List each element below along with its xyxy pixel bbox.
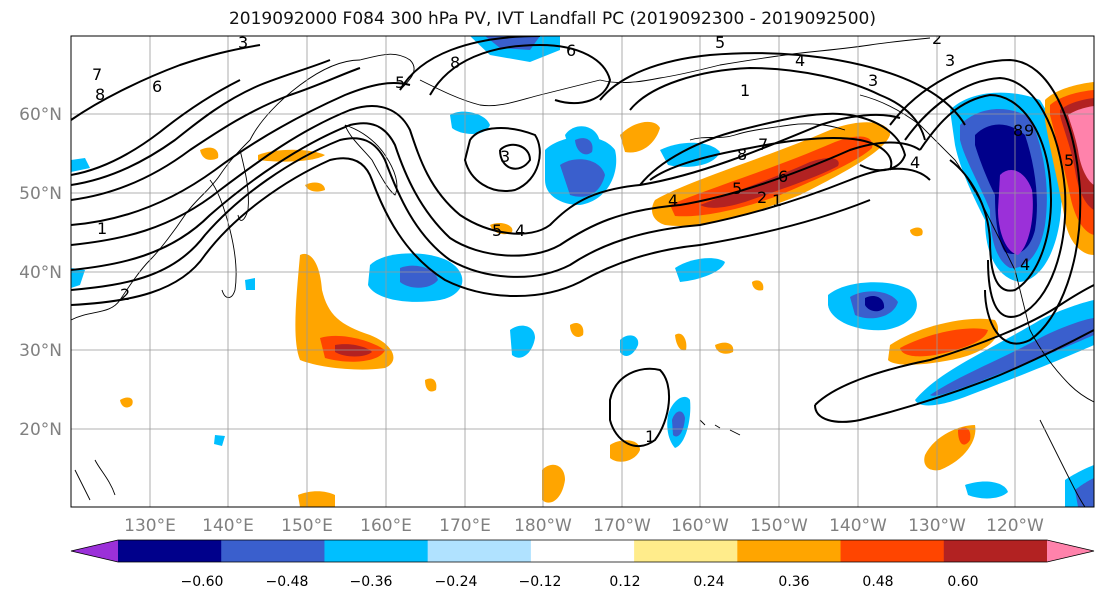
- colorbar-segment: [324, 540, 429, 562]
- contour-label: 8: [450, 53, 460, 72]
- contour-label: 4: [795, 51, 805, 70]
- lon-label: 120°W: [986, 516, 1044, 536]
- contour-label: 3: [945, 51, 955, 70]
- colorbar-tick-label: 0.12: [609, 574, 640, 590]
- lon-label: 130°E: [124, 516, 176, 536]
- colorbar-tick-label: −0.48: [266, 574, 309, 590]
- contour-label: 1: [772, 191, 782, 210]
- contour-label: 8: [737, 145, 747, 164]
- map-frame: [70, 35, 1095, 508]
- colorbar-segment: [221, 540, 325, 562]
- colorbar-segment: [943, 540, 1048, 562]
- contour-label: 5: [1064, 151, 1074, 170]
- latitude-labels: 60°N 50°N 40°N 30°N 20°N: [19, 105, 62, 440]
- lat-label: 60°N: [19, 105, 62, 125]
- colorbar-segment: [118, 540, 222, 562]
- contour-label: 5: [732, 179, 742, 198]
- colorbar-tick-label: −0.12: [519, 574, 562, 590]
- contour-label: 1: [740, 81, 750, 100]
- lat-label: 20°N: [19, 420, 62, 440]
- contour-label: 3: [868, 71, 878, 90]
- colorbar-tick-label: 0.60: [947, 574, 978, 590]
- colorbar-segment: [1047, 540, 1094, 562]
- contour-label: 6: [566, 41, 576, 60]
- contour-label: 5: [395, 73, 405, 92]
- contour-label: 3: [238, 33, 248, 52]
- colorbar-segment: [634, 540, 738, 562]
- colorbar-segment: [737, 540, 842, 562]
- contour-label: 7: [92, 65, 102, 84]
- contour-label: 2: [757, 188, 767, 207]
- contour-label: 5: [715, 33, 725, 52]
- lon-label: 150°W: [750, 516, 808, 536]
- colorbar-tick-label: −0.60: [181, 574, 224, 590]
- lat-label: 50°N: [19, 184, 62, 204]
- lon-label: 170°W: [593, 516, 651, 536]
- colorbar-outline: [70, 539, 1095, 563]
- lon-label: 180°W: [514, 516, 572, 536]
- pv-contours: [71, 36, 1094, 447]
- contour-label: 2: [932, 29, 942, 48]
- colorbar-segment: [530, 540, 635, 562]
- lon-label: 150°E: [281, 516, 333, 536]
- colorbar: [70, 539, 1095, 563]
- lon-label: 140°W: [829, 516, 887, 536]
- contour-label: 5: [492, 221, 502, 240]
- coastlines: [71, 37, 1094, 507]
- lon-label: 130°W: [908, 516, 966, 536]
- map-title: 2019092000 F084 300 hPa PV, IVT Landfall…: [228, 9, 876, 29]
- contour-label: 9: [1024, 121, 1034, 140]
- contour-label: 1: [645, 427, 655, 446]
- contour-labels: 3 6 5 4 3 2 1 8 7 6 8 5 4 1 3 5 4 3 8 7 …: [92, 29, 1074, 446]
- colorbar-tick-label: −0.24: [435, 574, 478, 590]
- colorbar-segment: [427, 540, 532, 562]
- longitude-labels: 130°E 140°E 150°E 160°E 170°E 180°W 170°…: [124, 516, 1044, 536]
- lat-label: 40°N: [19, 263, 62, 283]
- colorbar-tick-label: 0.48: [862, 574, 893, 590]
- graticule: [71, 36, 1094, 507]
- contour-label: 4: [910, 153, 920, 172]
- map-plot-area: 3 6 5 4 3 2 1 8 7 6 8 5 4 1 3 5 4 3 8 7 …: [71, 29, 1094, 507]
- lon-label: 160°W: [671, 516, 729, 536]
- lon-label: 140°E: [202, 516, 254, 536]
- contour-label: 3: [500, 147, 510, 166]
- lat-label: 30°N: [19, 341, 62, 361]
- colorbar-segment: [840, 540, 945, 562]
- contour-label: 4: [515, 221, 525, 240]
- colorbar-segment: [71, 540, 118, 562]
- colorbar-tick-label: −0.36: [350, 574, 393, 590]
- pv-anomaly-shading: [71, 36, 1094, 507]
- colorbar-tick-labels: −0.60 −0.48 −0.36 −0.24 −0.12 0.12 0.24 …: [181, 574, 979, 590]
- lon-label: 170°E: [439, 516, 491, 536]
- contour-label: 2: [120, 285, 130, 304]
- contour-label: 6: [778, 167, 788, 186]
- contour-label: 6: [152, 77, 162, 96]
- lon-label: 160°E: [360, 516, 412, 536]
- contour-label: 7: [758, 135, 768, 154]
- contour-label: 8: [95, 85, 105, 104]
- contour-label: 4: [1020, 255, 1030, 274]
- contour-label: 8: [1013, 121, 1023, 140]
- contour-label: 4: [668, 191, 678, 210]
- colorbar-tick-label: 0.36: [778, 574, 809, 590]
- colorbar-tick-label: 0.24: [693, 574, 724, 590]
- contour-label: 1: [97, 219, 107, 238]
